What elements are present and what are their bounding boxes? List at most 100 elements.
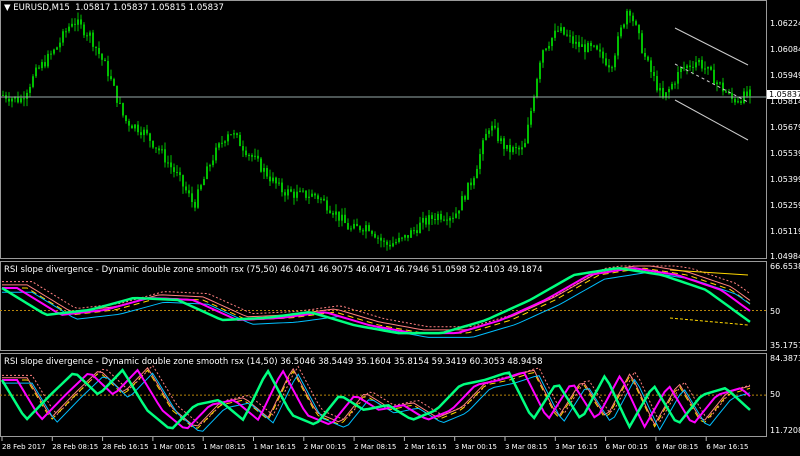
- candle-body: [575, 41, 577, 44]
- candle-body: [149, 133, 151, 141]
- candle-body: [116, 85, 118, 103]
- time-label: 6 Mar 00:15: [605, 443, 648, 451]
- indicator1-level-label: 66.6538: [770, 262, 800, 271]
- candle-body: [521, 147, 523, 150]
- candle-body: [686, 65, 688, 68]
- time-label: 1 Mar 00:15: [152, 443, 196, 451]
- candle-body: [14, 96, 16, 99]
- candle-body: [608, 65, 610, 68]
- candle-body: [302, 190, 304, 192]
- indicator1-divergence-line: [669, 269, 749, 276]
- time-label: 3 Mar 00:15: [454, 443, 497, 451]
- candle-body: [74, 23, 76, 25]
- candle-body: [257, 155, 259, 159]
- candle-body: [77, 19, 79, 25]
- candle-body: [479, 154, 481, 169]
- price-label: 1.05399: [770, 175, 800, 184]
- candle-body: [140, 132, 142, 136]
- candle-body: [326, 200, 328, 211]
- candle-body: [674, 83, 676, 85]
- candle-body: [71, 23, 73, 27]
- candle-body: [536, 79, 538, 98]
- candle-body: [644, 52, 646, 57]
- candle-body: [83, 24, 85, 36]
- candle-body: [86, 35, 88, 37]
- candle-body: [440, 213, 442, 220]
- candle-body: [239, 134, 241, 147]
- candle-body: [737, 101, 739, 103]
- candle-body: [452, 217, 454, 219]
- candle-body: [158, 148, 160, 151]
- candle-body: [515, 147, 517, 149]
- collapse-triangle-icon[interactable]: ▼: [4, 3, 11, 13]
- indicator1-panel[interactable]: [0, 261, 767, 351]
- candle-body: [620, 27, 622, 37]
- candle-body: [359, 226, 361, 231]
- candle-body: [680, 67, 682, 73]
- indicator2-upper-band: [2, 364, 751, 425]
- channel-mid-line: [674, 63, 749, 103]
- candle-body: [611, 67, 613, 69]
- candle-body: [2, 94, 4, 96]
- candle-body: [167, 162, 169, 164]
- candle-body: [110, 76, 112, 80]
- candle-body: [338, 211, 340, 221]
- candle-body: [107, 61, 109, 77]
- candle-body: [95, 46, 97, 49]
- candle-body: [245, 150, 247, 156]
- candle-body: [557, 30, 559, 32]
- candle-body: [104, 59, 106, 62]
- candle-body: [317, 195, 319, 200]
- indicator2-level-label: 50: [770, 390, 781, 399]
- indicator1-level-label: 50: [770, 307, 781, 316]
- candle-body: [329, 210, 331, 214]
- candle-body: [605, 58, 607, 66]
- candle-body: [647, 56, 649, 61]
- time-label: 28 Feb 2017: [2, 443, 46, 451]
- price-label: 1.05679: [770, 123, 800, 132]
- candle-body: [137, 124, 139, 133]
- candle-body: [143, 129, 145, 136]
- candle-body: [344, 214, 346, 224]
- candle-body: [446, 219, 448, 221]
- candle-body: [500, 138, 502, 142]
- candle-body: [623, 24, 625, 28]
- candle-body: [296, 191, 298, 198]
- candle-body: [563, 27, 565, 35]
- candle-body: [650, 60, 652, 72]
- candle-body: [635, 21, 637, 25]
- candle-body: [512, 147, 514, 153]
- main-chart-panel[interactable]: [0, 0, 767, 259]
- candle-body: [281, 182, 283, 193]
- candle-body: [428, 215, 430, 225]
- candle-body: [476, 168, 478, 179]
- price-label: 1.06084: [770, 45, 800, 54]
- candle-body: [713, 69, 715, 85]
- candle-body: [455, 213, 457, 218]
- candle-body: [497, 127, 499, 142]
- candle-body: [176, 172, 178, 174]
- indicator1-rsx-line: [1, 266, 751, 335]
- candle-body: [527, 124, 529, 144]
- candle-body: [368, 225, 370, 231]
- time-label: 3 Mar 16:15: [555, 443, 598, 451]
- candle-body: [332, 213, 334, 215]
- price-label: 1.05119: [770, 227, 800, 236]
- price-label: 1.06224: [770, 19, 800, 28]
- candle-body: [23, 98, 25, 100]
- candle-body: [719, 82, 721, 84]
- candle-body: [746, 91, 748, 97]
- time-label: 2 Mar 16:15: [404, 443, 447, 451]
- candle-body: [170, 162, 172, 168]
- candle-body: [314, 193, 316, 196]
- candle-body: [692, 66, 694, 68]
- candle-body: [578, 41, 580, 47]
- candle-body: [323, 198, 325, 201]
- candle-body: [392, 243, 394, 247]
- indicator1-upper-band: [2, 265, 751, 328]
- indicator2-level-label: 11.7208: [770, 426, 800, 435]
- candle-body: [212, 160, 214, 166]
- candle-body: [503, 138, 505, 149]
- candle-body: [749, 89, 751, 97]
- candle-body: [419, 222, 421, 233]
